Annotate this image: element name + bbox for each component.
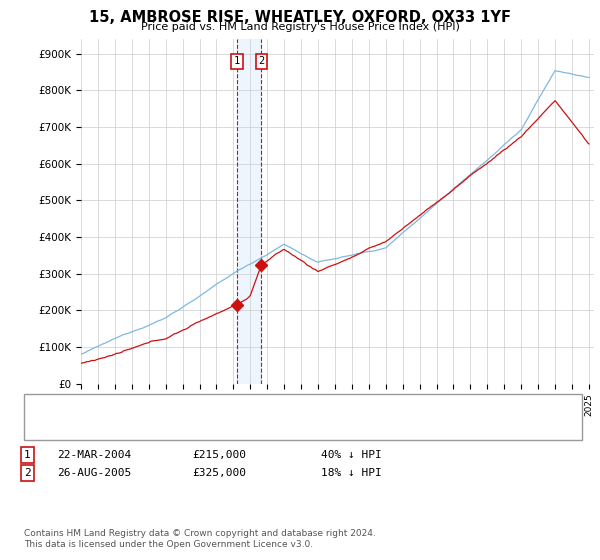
Text: 22-MAR-2004: 22-MAR-2004	[57, 450, 131, 460]
Text: 2: 2	[24, 468, 31, 478]
Text: 1: 1	[24, 450, 31, 460]
Text: Price paid vs. HM Land Registry's House Price Index (HPI): Price paid vs. HM Land Registry's House …	[140, 22, 460, 32]
Text: 1: 1	[234, 56, 240, 66]
Text: 15, AMBROSE RISE, WHEATLEY, OXFORD, OX33 1YF (detached house): 15, AMBROSE RISE, WHEATLEY, OXFORD, OX33…	[72, 402, 453, 412]
Text: 40% ↓ HPI: 40% ↓ HPI	[321, 450, 382, 460]
Text: HPI: Average price, detached house, South Oxfordshire: HPI: Average price, detached house, Sout…	[72, 422, 403, 432]
Text: 18% ↓ HPI: 18% ↓ HPI	[321, 468, 382, 478]
Text: £325,000: £325,000	[192, 468, 246, 478]
Text: 2: 2	[258, 56, 265, 66]
Text: Contains HM Land Registry data © Crown copyright and database right 2024.
This d: Contains HM Land Registry data © Crown c…	[24, 529, 376, 549]
Text: £215,000: £215,000	[192, 450, 246, 460]
Bar	[237, 39, 262, 384]
Text: 26-AUG-2005: 26-AUG-2005	[57, 468, 131, 478]
Text: 15, AMBROSE RISE, WHEATLEY, OXFORD, OX33 1YF: 15, AMBROSE RISE, WHEATLEY, OXFORD, OX33…	[89, 10, 511, 25]
